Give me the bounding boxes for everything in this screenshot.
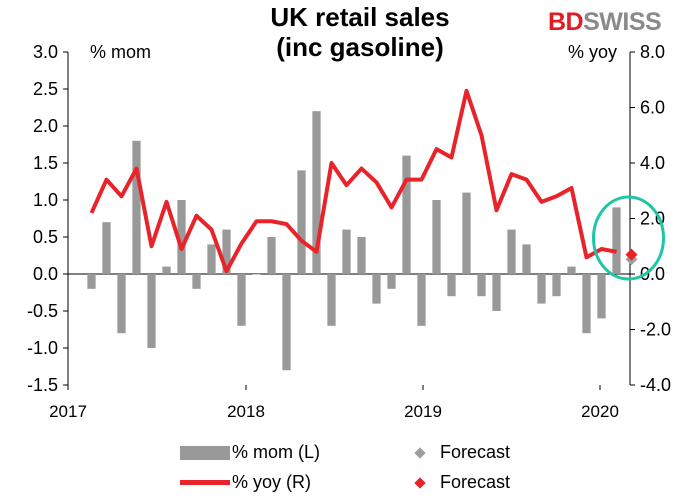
mom-bar bbox=[132, 140, 141, 274]
legend-swatch-mom-forecast bbox=[414, 446, 426, 459]
left-axis-tick-label: 3.0 bbox=[33, 42, 58, 62]
brand-logo-part2: SWISS bbox=[583, 8, 662, 36]
left-axis-unit: % mom bbox=[90, 42, 152, 62]
mom-bar bbox=[552, 274, 561, 297]
chart-title-line2: (inc gasoline) bbox=[276, 32, 444, 62]
right-axis-tick-label: 2.0 bbox=[640, 209, 665, 229]
mom-bar bbox=[462, 192, 471, 274]
legend-swatch-yoy-forecast bbox=[414, 476, 426, 489]
mom-bar bbox=[567, 266, 576, 274]
x-axis-tick-label: 2020 bbox=[581, 402, 619, 421]
legend-swatch-yoy bbox=[180, 480, 230, 485]
mom-bar bbox=[582, 274, 591, 334]
legend-label-yoy: % yoy (R) bbox=[232, 472, 312, 492]
mom-bar bbox=[537, 274, 546, 304]
mom-bar bbox=[597, 274, 606, 319]
x-axis-tick-label: 2018 bbox=[227, 402, 265, 421]
legend-row-yoy: % yoy (R) Forecast bbox=[180, 472, 510, 493]
right-axis-unit: % yoy bbox=[568, 42, 618, 62]
mom-bar bbox=[282, 274, 291, 371]
yoy-line bbox=[89, 88, 617, 274]
mom-bar bbox=[447, 274, 456, 297]
right-axis-tick-label: -4.0 bbox=[640, 375, 671, 395]
yoy-forecast-marker bbox=[625, 248, 638, 261]
left-axis-tick-label: 1.5 bbox=[33, 153, 58, 173]
mom-bar bbox=[417, 274, 426, 326]
legend-swatch-mom bbox=[180, 445, 230, 460]
brand-logo: BDSWISS bbox=[548, 8, 662, 37]
chart-title-line1: UK retail sales bbox=[270, 2, 450, 32]
legend-label-mom: % mom (L) bbox=[232, 442, 321, 462]
mom-bar bbox=[192, 274, 201, 289]
mom-bar bbox=[117, 274, 126, 334]
mom-bar bbox=[357, 237, 366, 274]
mom-bar bbox=[102, 222, 111, 274]
mom-bar bbox=[147, 274, 156, 348]
mom-bar bbox=[507, 229, 516, 274]
mom-bar bbox=[402, 155, 411, 274]
mom-bar bbox=[327, 274, 336, 326]
mom-bar bbox=[267, 237, 276, 274]
x-axis-tick-label: 2017 bbox=[49, 402, 87, 421]
left-axis-tick-label: 0.5 bbox=[33, 227, 58, 247]
mom-bar bbox=[477, 274, 486, 297]
left-axis-tick-label: 0.0 bbox=[33, 264, 58, 284]
x-axis-tick-label: 2019 bbox=[404, 402, 442, 421]
mom-bar bbox=[222, 229, 231, 274]
highlight-ellipse bbox=[592, 195, 665, 281]
mom-bar bbox=[177, 200, 186, 274]
mom-bar bbox=[237, 274, 246, 326]
mom-bar bbox=[87, 274, 96, 289]
mom-bar bbox=[312, 111, 321, 274]
mom-bar bbox=[372, 274, 381, 304]
legend-row-mom: % mom (L) Forecast bbox=[180, 442, 510, 463]
mom-bar bbox=[612, 207, 621, 274]
left-axis-tick-label: 2.5 bbox=[33, 79, 58, 99]
right-axis-tick-label: 0.0 bbox=[640, 264, 665, 284]
mom-bar bbox=[522, 244, 531, 274]
legend-label-yoy-forecast: Forecast bbox=[440, 472, 511, 492]
left-axis-tick-label: -0.5 bbox=[27, 301, 58, 321]
mom-bar bbox=[162, 266, 171, 274]
right-axis-tick-label: 8.0 bbox=[640, 42, 665, 62]
mom-bar bbox=[207, 244, 216, 274]
brand-logo-part1: BD bbox=[548, 8, 584, 36]
right-axis-tick-label: 6.0 bbox=[640, 98, 665, 118]
right-axis-tick-label: -2.0 bbox=[640, 320, 671, 340]
mom-bar bbox=[297, 170, 306, 274]
mom-bar bbox=[387, 274, 396, 289]
mom-bar bbox=[252, 274, 261, 275]
right-axis-tick-label: 4.0 bbox=[640, 153, 665, 173]
left-axis-tick-label: -1.0 bbox=[27, 338, 58, 358]
left-axis-tick-label: 1.0 bbox=[33, 190, 58, 210]
mom-bar bbox=[342, 229, 351, 274]
left-axis-tick-label: 2.0 bbox=[33, 116, 58, 136]
left-axis-tick-label: -1.5 bbox=[27, 375, 58, 395]
mom-bar bbox=[492, 274, 501, 311]
mom-bar bbox=[432, 200, 441, 274]
legend-label-mom-forecast: Forecast bbox=[440, 442, 511, 462]
